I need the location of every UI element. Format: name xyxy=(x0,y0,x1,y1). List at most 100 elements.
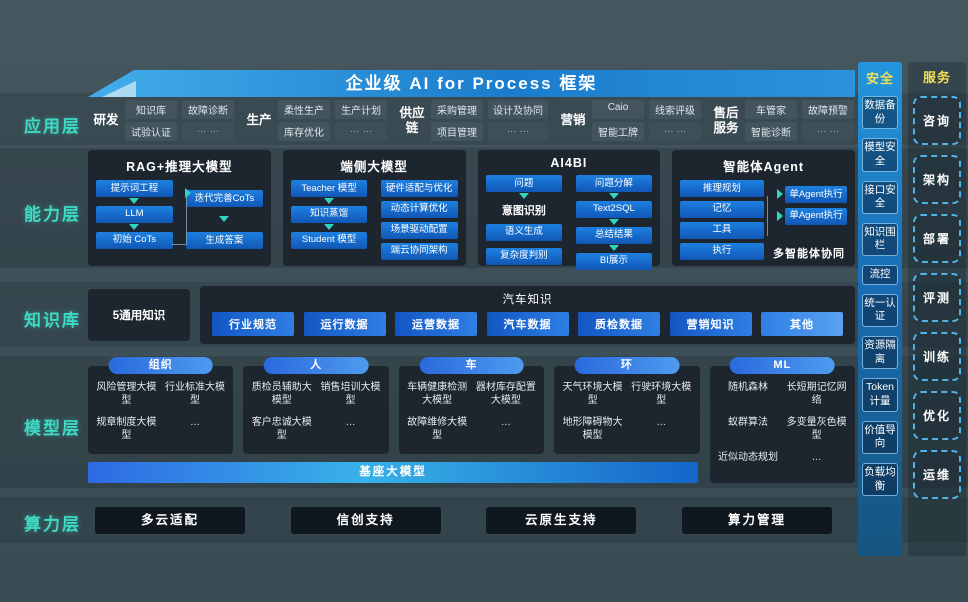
app-group-name: 生产 xyxy=(246,113,272,127)
service-item: 评测 xyxy=(913,273,961,322)
arrow-down-icon xyxy=(129,198,140,205)
cap-box-title: RAG+推理大模型 xyxy=(126,160,233,174)
model-group-environment: 环 天气环境大模型 行驶环境大模型 地形障碍物大模型 … xyxy=(554,357,700,454)
app-group-items: 柔性生产 生产计划 库存优化 … … xyxy=(278,100,387,141)
compute-item: 算力管理 xyxy=(681,507,832,534)
app-group-aftersales: 售后服务 车管家 故障预警 智能诊断 … … xyxy=(712,100,854,141)
model-name: … xyxy=(656,417,667,428)
model-name: 器材库存配置大模型 xyxy=(475,382,536,406)
flow-chip: 提示词工程 xyxy=(96,180,173,197)
model-name: 地形障碍物大模型 xyxy=(562,417,623,441)
ability-chip: 执行 xyxy=(680,242,764,260)
model-layer-row: 组织 风险管理大模型 行业标准大模型 规章制度大模型 … 人 质检员辅助大模型 … xyxy=(88,357,856,483)
service-column: 服务 咨询 架构 部署 评测 训练 优化 运维 xyxy=(908,62,966,556)
cap-box-title: AI4BI xyxy=(550,156,588,170)
model-name: 近似动态规划 xyxy=(717,452,778,463)
compute-layer-row: 多云适配 信创支持 云原生支持 算力管理 xyxy=(95,507,832,534)
model-name: 风险管理大模型 xyxy=(96,382,157,406)
compute-item: 云原生支持 xyxy=(486,507,637,534)
security-item: 统一认证 xyxy=(862,293,898,328)
knowledge-item: 汽车数据 xyxy=(486,312,569,336)
model-name: 客户忠诚大模型 xyxy=(251,417,312,441)
layer-label-capability: 能力层 xyxy=(24,205,81,224)
app-group-items: 采购管理 设计及协同 项目管理 … … xyxy=(431,100,548,141)
flow-chip: 问题 xyxy=(485,175,563,192)
ability-chip: 记忆 xyxy=(680,200,764,218)
flow-chip: 复杂度判别 xyxy=(485,247,563,265)
flow-chip: 初始 CoTs xyxy=(96,231,173,249)
knowledge-item: 营销知识 xyxy=(669,312,752,336)
arrow-down-icon xyxy=(219,215,230,222)
flow-chip: 知识蒸馏 xyxy=(290,205,368,223)
knowledge-item: 行业规范 xyxy=(212,312,294,336)
app-item: 故障预警 xyxy=(802,100,854,119)
flow-chip: 总结结果 xyxy=(575,226,653,244)
model-group-pill: 组织 xyxy=(108,357,214,374)
security-column: 安全 数据备份 模型安全 接口安全 知识围栏 流控 统一认证 资源隔离 Toke… xyxy=(858,62,902,556)
arrow-down-icon xyxy=(608,193,619,200)
model-group-people: 人 质检员辅助大模型 销售培训大模型 客户忠诚大模型 … xyxy=(243,357,389,454)
page-title: 企业级 AI for Process 框架 xyxy=(345,74,598,93)
flow-chip: LLM xyxy=(96,205,173,223)
model-group-organization: 组织 风险管理大模型 行业标准大模型 规章制度大模型 … xyxy=(88,357,234,454)
model-name: … xyxy=(345,417,356,428)
app-item: 车管家 xyxy=(745,100,797,119)
app-group-marketing: 营销 Caio 线索评级 智能工牌 … … xyxy=(559,100,701,141)
security-item: 接口安全 xyxy=(862,180,898,214)
model-name: … xyxy=(190,417,201,428)
app-item: 采购管理 xyxy=(431,100,483,119)
flow-chip: Teacher 模型 xyxy=(290,180,368,197)
layer-label-knowledge: 知识库 xyxy=(24,311,81,330)
security-item: Token计量 xyxy=(862,378,898,412)
knowledge-item: 质检数据 xyxy=(578,312,660,336)
app-item-more: … … xyxy=(802,122,854,141)
cap-box-title: 智能体Agent xyxy=(723,160,805,174)
app-item-more: … … xyxy=(649,122,701,141)
arrow-right-icon xyxy=(184,188,191,199)
arrow-down-icon xyxy=(324,224,335,231)
app-item: 智能工牌 xyxy=(592,122,644,141)
model-group-vehicle: 车 车辆健康检测大模型 器材库存配置大模型 故障维修大模型 … xyxy=(398,357,545,454)
model-name: … xyxy=(811,452,822,463)
model-name: 规章制度大模型 xyxy=(96,417,157,441)
arrow-down-icon xyxy=(518,193,529,200)
arrow-right-icon xyxy=(776,189,783,200)
agent-box: 智能体Agent 推理规划 记忆 工具 执行 单Agent执行 单Age xyxy=(672,150,855,266)
app-item: 库存优化 xyxy=(278,122,330,141)
layer-label-application: 应用层 xyxy=(24,117,81,136)
arrow-down-icon xyxy=(129,224,140,231)
model-name: 故障维修大模型 xyxy=(407,417,468,441)
security-item: 价值导向 xyxy=(862,420,898,454)
service-item: 运维 xyxy=(913,450,961,499)
model-group-ml: ML 随机森林 长短期记忆网络 蚁群算法 多变量灰色模型 近似动态规划 … xyxy=(709,357,856,483)
app-item-more: … … xyxy=(182,122,234,141)
auto-knowledge-title: 汽车知识 xyxy=(502,294,553,306)
security-item: 资源隔离 xyxy=(862,336,898,370)
arrow-down-icon xyxy=(608,219,619,226)
flow-chip: 语义生成 xyxy=(485,223,563,241)
feature-chip: 动态计算优化 xyxy=(380,200,458,218)
flow-chip: 迭代完善CoTs xyxy=(186,190,263,207)
layer-label-compute: 算力层 xyxy=(24,515,81,534)
feature-chip: 端云协同架构 xyxy=(380,242,458,260)
flow-chip: BI展示 xyxy=(575,252,653,270)
flow-step: 意图识别 xyxy=(501,204,546,217)
security-header: 安全 xyxy=(865,71,894,86)
exec-chip: 单Agent执行 xyxy=(784,207,847,225)
capability-layer-row: RAG+推理大模型 提示词工程 LLM 初始 CoTs 迭代完善CoTs 生成答… xyxy=(88,150,855,270)
edge-model-box: 端侧大模型 Teacher 模型 知识蒸馏 Student 模型 硬件适配与优化… xyxy=(282,150,466,266)
model-group-pill: ML xyxy=(729,357,835,374)
flow-connector xyxy=(767,196,769,236)
app-item: 线索评级 xyxy=(649,100,701,119)
app-item: 试验认证 xyxy=(125,122,177,141)
auto-knowledge-box: 汽车知识 行业规范 运行数据 运营数据 汽车数据 质检数据 营销知识 其他 xyxy=(200,286,855,344)
model-group-pill: 车 xyxy=(419,357,524,374)
flow-chip: 问题分解 xyxy=(575,175,653,192)
foundation-model-bar: 基座大模型 xyxy=(88,462,698,483)
app-group-items: 知识库 故障诊断 试验认证 … … xyxy=(125,100,234,141)
model-name: 蚁群算法 xyxy=(727,417,768,428)
general-knowledge-box: 5通用知识 xyxy=(88,289,190,341)
app-group-rd: 研发 知识库 故障诊断 试验认证 … … xyxy=(92,100,234,141)
app-item-more: … … xyxy=(335,122,387,141)
